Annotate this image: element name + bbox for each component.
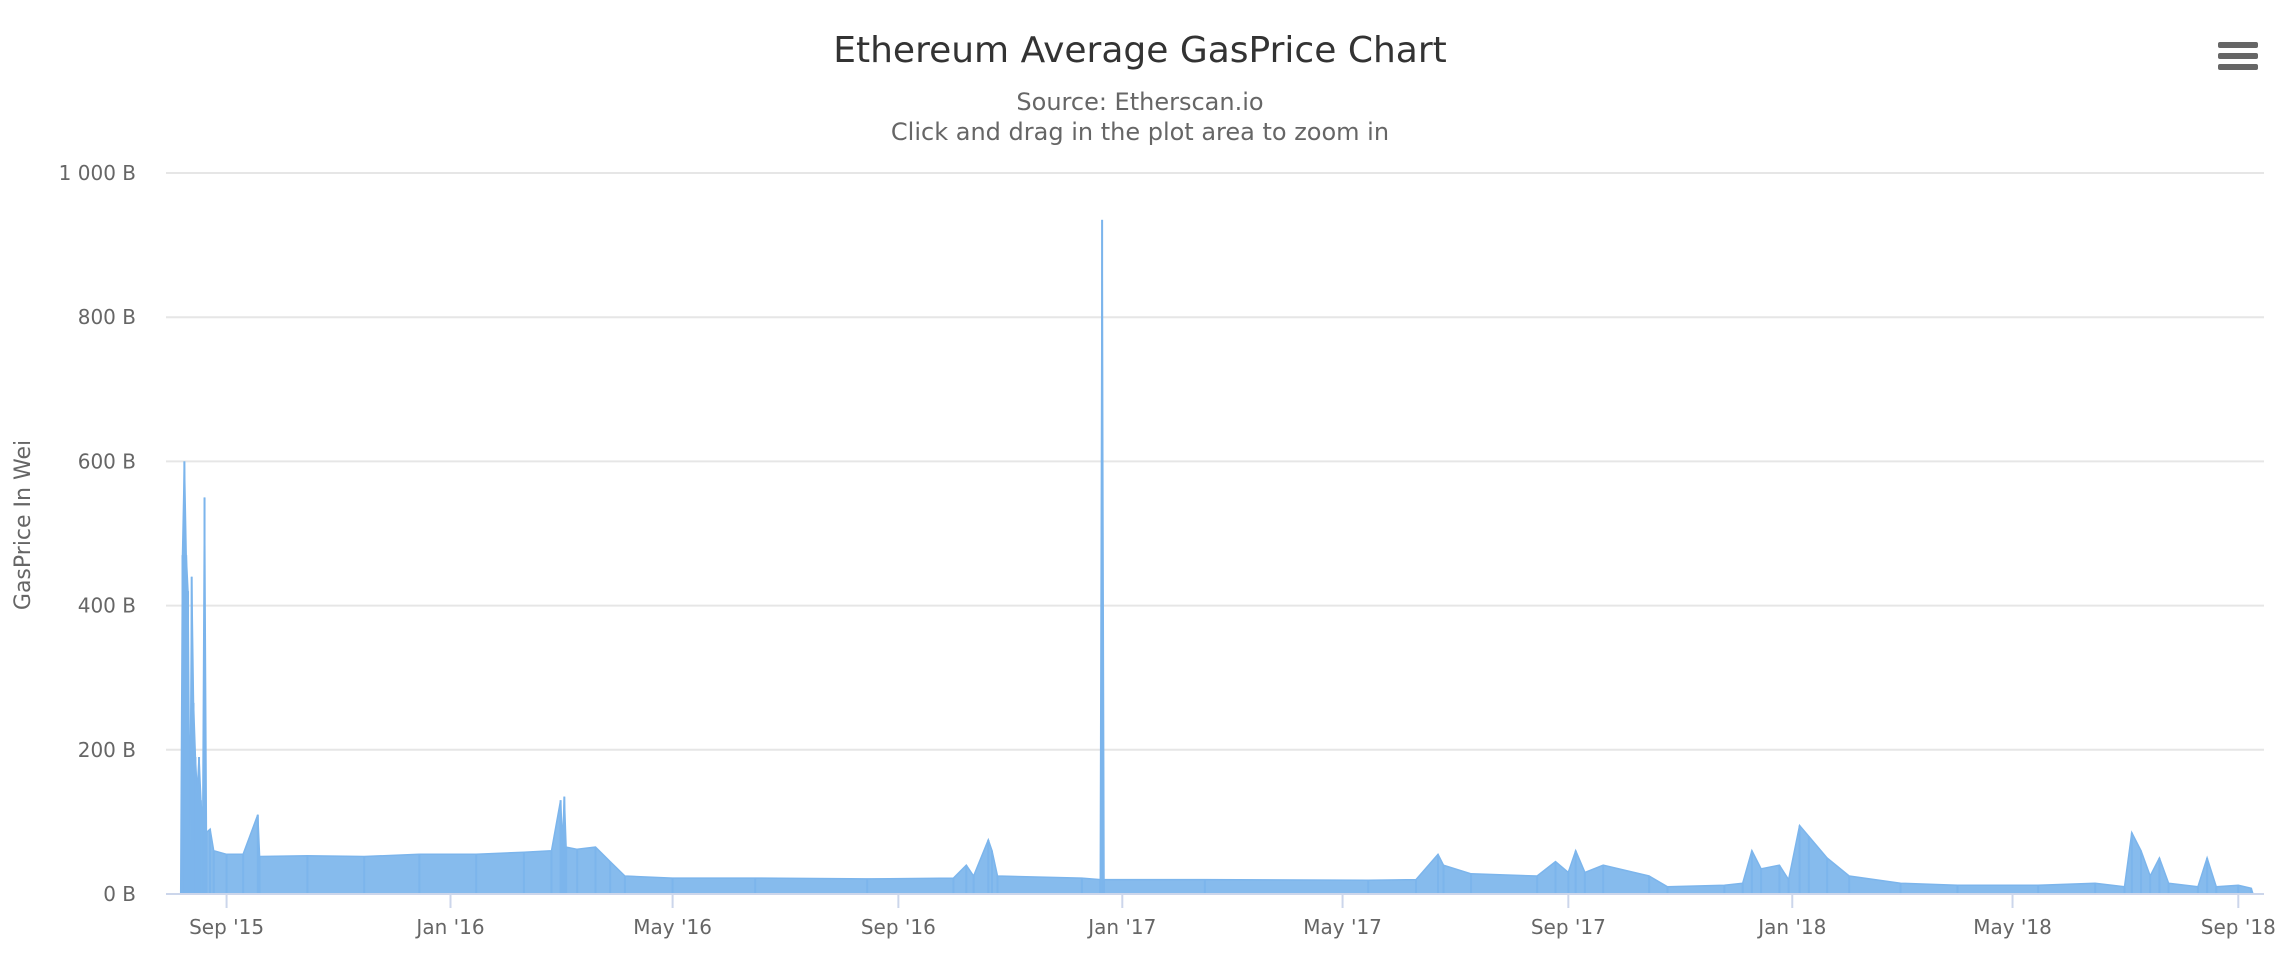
y-tick-label: 0 B — [103, 882, 136, 906]
chart-title: Ethereum Average GasPrice Chart — [833, 30, 1447, 71]
y-tick-label: 400 B — [78, 594, 136, 618]
series-area-path — [179, 219, 2255, 895]
x-tick-label: Jan '16 — [414, 915, 484, 939]
x-tick-label: Sep '16 — [861, 915, 936, 939]
chart-menu-button[interactable] — [2218, 42, 2258, 78]
axes: 0 B 200 B 400 B 600 B 800 B 1 000 B Sep '15 Jan… — [59, 161, 2276, 939]
x-tick-label: Sep '18 — [2201, 915, 2276, 939]
hamburger-icon-bar — [2218, 53, 2258, 59]
x-tick-label: May '17 — [1303, 915, 1382, 939]
hamburger-icon-bar — [2218, 42, 2258, 48]
x-tick-label: May '18 — [1973, 915, 2052, 939]
hamburger-icon-bar — [2218, 64, 2258, 70]
x-tick-label: Sep '17 — [1531, 915, 1606, 939]
y-axis-title: GasPrice In Wei — [11, 440, 36, 610]
y-tick-label: 800 B — [78, 305, 136, 329]
y-tick-label: 600 B — [78, 449, 136, 473]
x-tick-label: May '16 — [633, 915, 712, 939]
x-tick-label: Jan '17 — [1086, 915, 1156, 939]
x-tick-label: Jan '18 — [1756, 915, 1826, 939]
y-tick-label: 200 B — [78, 738, 136, 762]
series-area — [179, 219, 2255, 895]
x-tick-label: Sep '15 — [189, 915, 264, 939]
y-tick-label: 1 000 B — [59, 161, 136, 185]
chart-subtitle-source: Source: Etherscan.io — [1016, 88, 1264, 116]
chart-subtitle-zoom-hint: Click and drag in the plot area to zoom … — [890, 118, 1390, 146]
grid-lines — [166, 172, 2264, 751]
